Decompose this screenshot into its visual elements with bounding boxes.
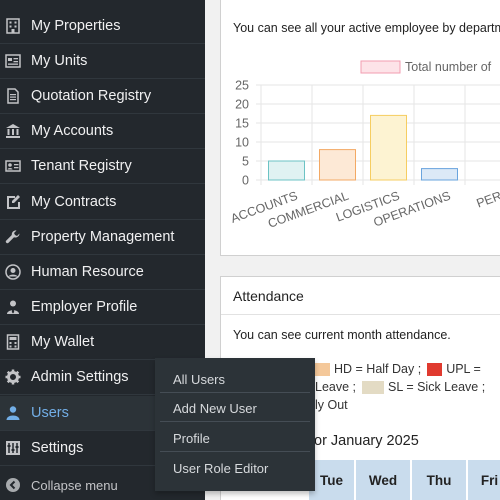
sick-leave-swatch	[362, 380, 385, 394]
sidebar-item-label: My Properties	[31, 18, 121, 34]
submenu-item-add-new-user[interactable]: Add New User	[160, 396, 310, 422]
employee-department-chart: 0510152025ACCOUNTSCOMMERCIALLOGISTICSOPE…	[229, 60, 500, 231]
sidebar-item-label: Users	[31, 405, 69, 421]
attendance-description: You can see current month attendance.	[233, 328, 451, 342]
sidebar-item-label: My Contracts	[31, 194, 117, 210]
sidebar-item-label: Quotation Registry	[31, 88, 152, 104]
sick-leave-label: SL = Sick Leave ;	[388, 380, 486, 394]
sidebar-item-label: Property Management	[31, 229, 175, 245]
half-day-label: HD = Half Day ;	[334, 362, 422, 376]
y-tick-label: 25	[235, 79, 249, 93]
sidebar-item-label: Tenant Registry	[31, 158, 132, 174]
y-tick-label: 0	[242, 174, 249, 188]
calendar-header-tue: Tue	[309, 460, 355, 500]
y-tick-label: 15	[235, 117, 249, 131]
sliders-icon	[5, 440, 21, 456]
attendance-legend-line-2: Leave ; SL = Sick Leave ;	[315, 380, 485, 394]
sidebar-item-label: Employer Profile	[31, 299, 138, 315]
leave-label: Leave ;	[315, 380, 357, 394]
user-circle-icon	[5, 264, 21, 280]
building-icon	[5, 18, 21, 34]
sidebar-item-property-management[interactable]: Property Management	[0, 220, 205, 255]
sidebar-item-label: My Wallet	[31, 334, 95, 350]
y-tick-label: 20	[235, 98, 249, 112]
sidebar-item-human-resource[interactable]: Human Resource	[0, 255, 205, 290]
sidebar-item-my-units[interactable]: My Units	[0, 44, 205, 79]
calendar-header-fri: Fri	[468, 460, 500, 500]
sidebar-item-my-contracts[interactable]: My Contracts	[0, 185, 205, 220]
collapse-menu-button[interactable]: Collapse menu	[0, 470, 205, 500]
sidebar-item-my-accounts[interactable]: My Accounts	[0, 114, 205, 149]
submenu-item-user-role-editor[interactable]: User Role Editor	[173, 460, 269, 476]
y-tick-label: 5	[242, 155, 249, 169]
sidebar-item-quotation-registry[interactable]: Quotation Registry	[0, 79, 205, 114]
document-icon	[5, 88, 21, 104]
sidebar-item-label: Admin Settings	[31, 369, 129, 385]
sidebar-item-my-wallet[interactable]: My Wallet	[0, 325, 205, 360]
bar-commercial	[319, 149, 356, 181]
sidebar-item-employer-profile[interactable]: Employer Profile	[0, 290, 205, 325]
sidebar-item-label: My Units	[31, 53, 88, 69]
attendance-legend-line-1: HD = Half Day ; UPL =	[315, 362, 481, 376]
calendar-header-wed: Wed	[356, 460, 411, 500]
gear-icon	[5, 369, 21, 385]
edit-icon	[5, 194, 21, 210]
bank-icon	[5, 123, 21, 139]
bar-operations	[421, 168, 458, 181]
x-tick-label: PER	[475, 189, 500, 211]
y-tick-label: 10	[235, 136, 249, 150]
upl-swatch	[427, 362, 443, 376]
attendance-legend-line-3: ly Out	[315, 398, 348, 412]
sidebar-item-label: Human Resource	[31, 264, 144, 280]
sidebar-item-tenant-registry[interactable]: Tenant Registry	[0, 149, 205, 184]
employee-panel-description: You can see all your active employee by …	[233, 21, 500, 35]
collapse-icon	[5, 477, 21, 493]
legend-swatch	[360, 60, 401, 74]
attendance-month-heading: or January 2025	[314, 433, 419, 449]
half-day-swatch	[315, 362, 330, 376]
early-out-label: ly Out	[315, 398, 348, 412]
wrench-icon	[5, 229, 21, 245]
user-tie-icon	[5, 299, 21, 315]
calendar-header-thu: Thu	[412, 460, 467, 500]
attendance-divider	[221, 314, 500, 315]
bar-accounts	[268, 160, 305, 181]
sidebar-item-label: Settings	[31, 440, 84, 456]
submenu-item-profile[interactable]: Profile	[160, 426, 310, 452]
upl-label: UPL =	[446, 362, 481, 376]
sidebar-item-settings[interactable]: Settings	[0, 431, 205, 466]
collapse-menu-label: Collapse menu	[31, 477, 118, 493]
employee-department-panel: You can see all your active employee by …	[220, 0, 500, 256]
units-icon	[5, 53, 21, 69]
legend-label: Total number of	[405, 60, 492, 74]
admin-sidebar: My Properties My Units Quotation Registry M…	[0, 0, 205, 500]
attendance-title: Attendance	[233, 288, 304, 304]
users-submenu: All Users Add New User Profile User Role Ed…	[155, 358, 315, 491]
user-icon	[5, 405, 21, 421]
id-card-icon	[5, 158, 21, 174]
sidebar-item-label: My Accounts	[31, 123, 114, 139]
sidebar-item-my-properties[interactable]: My Properties	[0, 9, 205, 44]
calculator-icon	[5, 334, 21, 350]
submenu-item-all-users[interactable]: All Users	[160, 367, 310, 393]
bar-logistics	[370, 114, 407, 181]
sidebar-item-admin-settings[interactable]: Admin Settings	[0, 360, 205, 395]
